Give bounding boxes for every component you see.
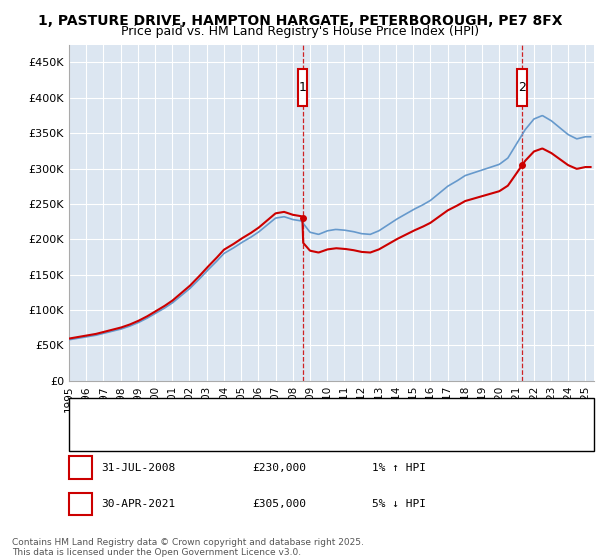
Text: 1% ↑ HPI: 1% ↑ HPI — [372, 463, 426, 473]
Text: 1: 1 — [299, 81, 307, 94]
Text: Contains HM Land Registry data © Crown copyright and database right 2025.
This d: Contains HM Land Registry data © Crown c… — [12, 538, 364, 557]
Text: 2: 2 — [518, 81, 526, 94]
Text: £305,000: £305,000 — [252, 499, 306, 509]
Text: 1, PASTURE DRIVE, HAMPTON HARGATE, PETERBOROUGH, PE7 8FX (detached house): 1, PASTURE DRIVE, HAMPTON HARGATE, PETER… — [113, 408, 580, 418]
Text: £230,000: £230,000 — [252, 463, 306, 473]
Text: 2: 2 — [77, 499, 84, 509]
Text: 1: 1 — [77, 463, 84, 473]
Text: 1, PASTURE DRIVE, HAMPTON HARGATE, PETERBOROUGH, PE7 8FX: 1, PASTURE DRIVE, HAMPTON HARGATE, PETER… — [38, 14, 562, 28]
FancyBboxPatch shape — [517, 69, 527, 106]
FancyBboxPatch shape — [298, 69, 307, 106]
Text: 31-JUL-2008: 31-JUL-2008 — [101, 463, 175, 473]
Text: HPI: Average price, detached house, City of Peterborough: HPI: Average price, detached house, City… — [113, 431, 428, 441]
Text: 5% ↓ HPI: 5% ↓ HPI — [372, 499, 426, 509]
Text: Price paid vs. HM Land Registry's House Price Index (HPI): Price paid vs. HM Land Registry's House … — [121, 25, 479, 38]
Text: 30-APR-2021: 30-APR-2021 — [101, 499, 175, 509]
